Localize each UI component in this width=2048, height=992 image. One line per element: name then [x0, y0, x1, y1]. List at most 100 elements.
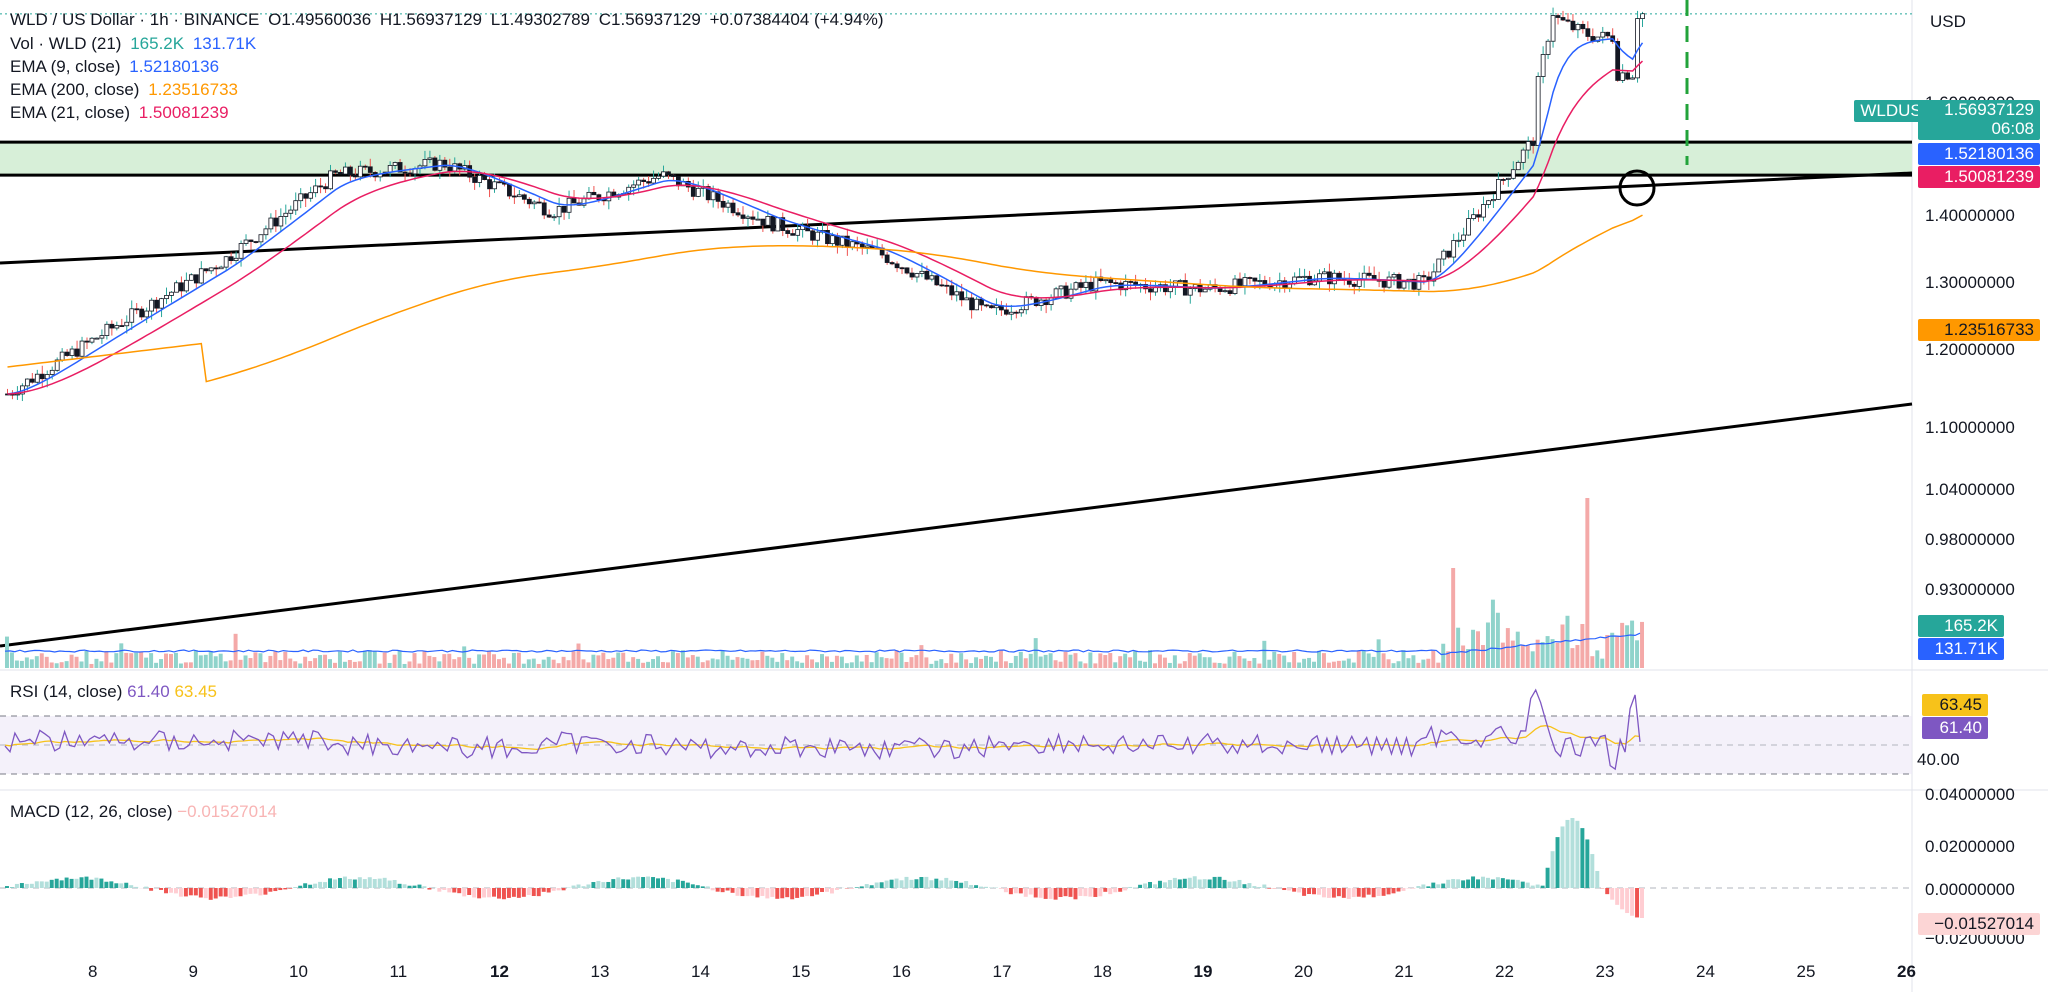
candle-body	[730, 202, 736, 214]
candle-body	[1386, 276, 1392, 288]
currency-label[interactable]: USD	[1930, 12, 1966, 31]
volume-bar	[1157, 654, 1162, 668]
macd-legend[interactable]: MACD (12, 26, close) −0.01527014	[10, 802, 277, 822]
macd-bar	[372, 879, 377, 888]
volume-bar	[44, 656, 49, 668]
volume-bar	[1530, 651, 1535, 668]
candle-body	[243, 239, 249, 244]
macd-bar	[526, 888, 531, 895]
macd-bar	[651, 877, 656, 888]
candle-body	[129, 308, 135, 323]
macd-bar	[1038, 888, 1043, 898]
volume-bar	[864, 655, 869, 668]
candle-body	[1153, 287, 1158, 293]
candle-body	[223, 256, 229, 268]
volume-bar	[829, 661, 834, 668]
legend-ema21-value: 1.50081239	[138, 103, 229, 122]
macd-bar	[1172, 877, 1177, 888]
candle-body	[974, 298, 979, 311]
macd-bar	[1386, 888, 1391, 895]
macd-bar	[695, 885, 700, 888]
volume-bar	[1098, 653, 1103, 668]
candle-body	[1615, 41, 1621, 81]
volume-bar	[1252, 658, 1257, 668]
macd-bar	[178, 888, 183, 897]
volume-bar	[347, 659, 352, 668]
legend-ema9[interactable]: EMA (9, close) 1.52180136	[10, 57, 223, 77]
rsi-label: RSI (14, close)	[10, 682, 123, 701]
macd-bar	[218, 888, 223, 897]
macd-bar	[472, 888, 477, 898]
legend-ema200[interactable]: EMA (200, close) 1.23516733	[10, 80, 242, 100]
candle-body	[1471, 214, 1476, 220]
volume-bar	[785, 660, 790, 668]
macd-bar	[422, 886, 427, 888]
time-axis-label: 20	[1294, 962, 1313, 981]
macd-bar	[1620, 888, 1625, 910]
volume-bar	[879, 657, 884, 668]
macd-bar	[1391, 888, 1396, 894]
candle-body	[909, 272, 915, 278]
candle-body	[144, 310, 150, 318]
volume-bar	[1003, 661, 1008, 668]
candle-body	[397, 162, 403, 173]
volume-bar	[1222, 663, 1227, 668]
volume-bar	[1630, 620, 1635, 668]
legend-ema21[interactable]: EMA (21, close) 1.50081239	[10, 103, 233, 123]
volume-bar	[501, 657, 506, 668]
legend-vol[interactable]: Vol · WLD (21) 165.2K 131.71K	[10, 34, 260, 54]
candle-body	[64, 351, 70, 356]
volume-bar	[1073, 653, 1078, 668]
macd-bar	[208, 888, 213, 900]
macd-bar	[1530, 885, 1535, 888]
volume-bar	[909, 657, 914, 668]
macd-bar	[829, 888, 834, 894]
volume-bar	[268, 655, 273, 668]
macd-bar	[5, 886, 9, 888]
volume-bar	[919, 645, 924, 668]
candle-body	[1595, 36, 1601, 42]
macd-bar	[998, 888, 1003, 889]
volume-bar	[656, 656, 660, 668]
candle-body	[1163, 284, 1168, 293]
time-axis-label: 8	[88, 962, 98, 981]
ema21-tag: 1.50081239	[1918, 166, 2040, 188]
macd-bar	[1242, 884, 1247, 888]
candle-body	[840, 235, 845, 246]
time-axis-label: 18	[1093, 962, 1112, 981]
ohlc-low: L1.49302789	[490, 10, 591, 29]
macd-bar	[531, 888, 536, 896]
volume-bar	[825, 656, 829, 668]
volume-bar	[1267, 659, 1272, 668]
volume-bar	[337, 651, 342, 668]
volume-bar	[616, 652, 621, 668]
volume-bar	[114, 653, 119, 668]
volume-bar	[288, 658, 293, 668]
rsi-legend[interactable]: RSI (14, close) 61.40 63.45	[10, 682, 217, 702]
macd-bar	[94, 877, 99, 888]
candle-body	[884, 254, 890, 263]
candle-body	[1456, 239, 1462, 242]
macd-bar	[889, 879, 894, 888]
volume-bar	[596, 655, 601, 668]
candle-body	[507, 183, 512, 197]
macd-bar	[641, 877, 646, 888]
candle-body	[1441, 250, 1447, 260]
volume-bar	[492, 654, 496, 668]
volume-bar	[124, 652, 129, 668]
macd-bar	[869, 885, 874, 888]
volume-bar	[1356, 650, 1361, 668]
volume-bar	[19, 660, 24, 668]
macd-bar	[516, 888, 521, 898]
support-zone	[0, 142, 1912, 176]
volume-bar	[1471, 629, 1476, 668]
volume-bar	[248, 658, 253, 668]
macd-bar	[303, 883, 308, 888]
macd-bar	[675, 879, 680, 888]
candle-body	[641, 179, 646, 182]
macd-bar	[134, 886, 139, 888]
volume-bar	[1461, 645, 1466, 668]
volume-bar	[710, 658, 715, 668]
volume-bar	[874, 652, 879, 668]
volume-bar	[551, 659, 556, 668]
